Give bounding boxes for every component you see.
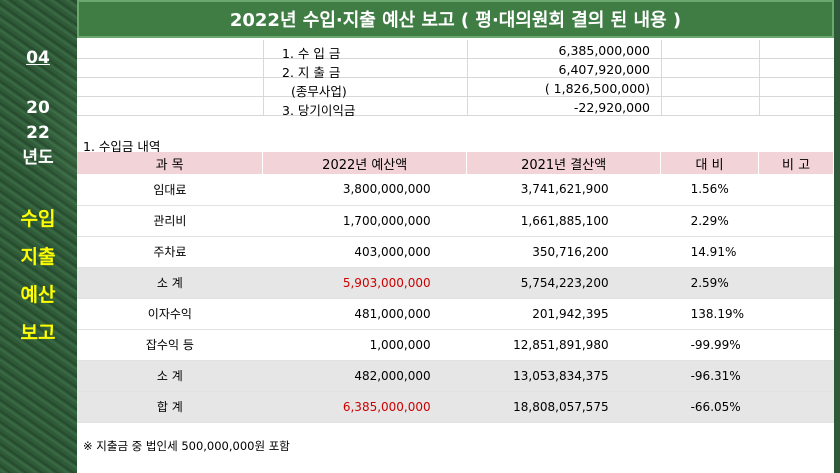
left-panel: 04 20 22 년도 수입 지출 예산 보고 [0,0,76,473]
summary-row: 3. 당기이익금 -22,920,000 [77,97,834,118]
table-row: 잡수익 등 1,000,000 12,851,891,980 -99.99% [77,329,834,361]
subtotal-row: 소 계 5,903,000,000 5,754,223,200 2.59% [77,267,834,299]
summary-value: ( 1,826,500,000) [544,81,650,96]
section-label: 1. 수입금 내역 [83,139,161,154]
right-border [834,0,840,473]
summary-value: -22,920,000 [573,100,650,115]
header-ratio: 대 비 [660,152,760,174]
table-row: 주차료 403,000,000 350,716,200 14.91% [77,236,834,268]
report-month: 04 [26,48,50,68]
report-sheet: 2022년 수입·지출 예산 보고 ( 평·대의원회 결의 된 내용 ) 1. … [77,0,840,473]
page-title: 2022년 수입·지출 예산 보고 ( 평·대의원회 결의 된 내용 ) [77,0,834,38]
table-header-row: 과 목 2022년 예산액 2021년 결산액 대 비 비 고 [77,152,834,174]
side-title: 수입 지출 예산 보고 [20,208,56,344]
table-row: 임대료 3,800,000,000 3,741,621,900 1.56% [77,174,834,206]
header-note: 비 고 [758,152,834,174]
summary-label: 1. 수 입 금 [282,46,341,61]
summary-label: (종무사업) [291,84,347,99]
header-budget: 2022년 예산액 [262,152,468,174]
footnote: ※ 지출금 중 법인세 500,000,000원 포함 [83,439,290,453]
summary-value: 6,385,000,000 [558,43,650,58]
header-settled: 2021년 결산액 [466,152,662,174]
report-year: 20 22 년도 [22,98,54,168]
summary-label: 2. 지 출 금 [282,65,341,80]
summary-block: 1. 수 입 금 6,385,000,000 2. 지 출 금 6,407,92… [77,40,834,118]
summary-value: 6,407,920,000 [558,62,650,77]
header-category: 과 목 [77,152,264,174]
summary-label: 3. 당기이익금 [282,103,356,118]
summary-row: (종무사업) ( 1,826,500,000) [77,78,834,99]
total-row: 합 계 6,385,000,000 18,808,057,575 -66.05% [77,391,834,423]
subtotal-row: 소 계 482,000,000 13,053,834,375 -96.31% [77,360,834,392]
table-row: 이자수익 481,000,000 201,942,395 138.19% [77,298,834,330]
summary-row: 1. 수 입 금 6,385,000,000 [77,40,834,61]
summary-row: 2. 지 출 금 6,407,920,000 [77,59,834,80]
revenue-table: 과 목 2022년 예산액 2021년 결산액 대 비 비 고 임대료 3,80… [77,152,834,423]
table-row: 관리비 1,700,000,000 1,661,885,100 2.29% [77,205,834,237]
